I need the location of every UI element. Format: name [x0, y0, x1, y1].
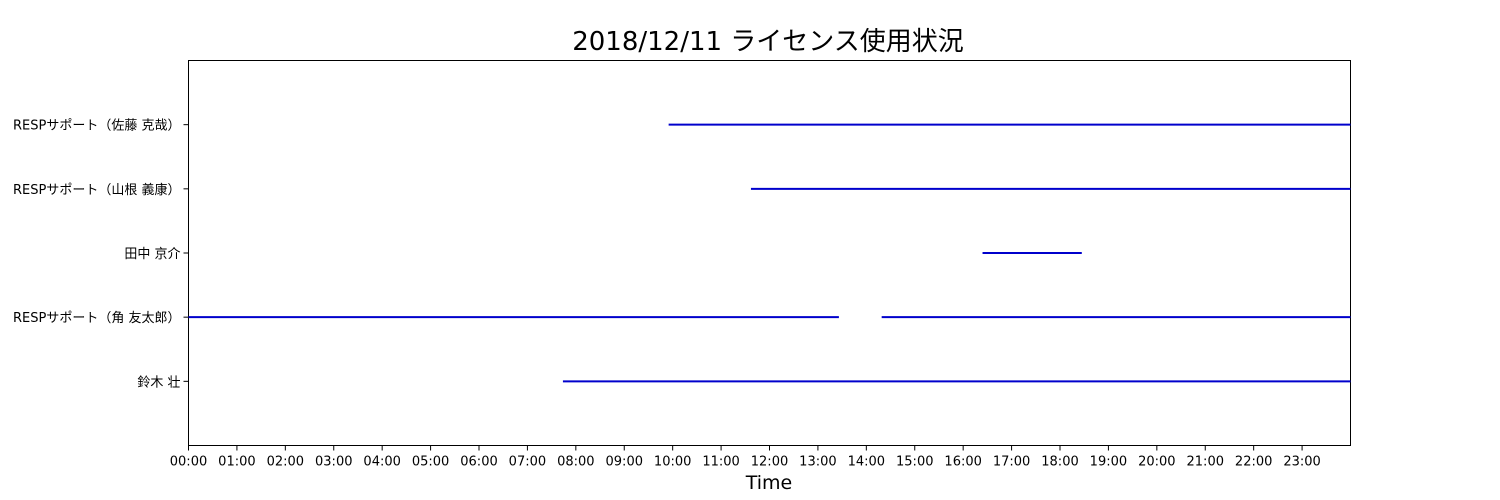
x-tick-label: 09:00 — [606, 455, 643, 470]
x-tick-label: 03:00 — [315, 455, 352, 470]
x-tick-label: 10:00 — [654, 455, 691, 470]
x-tick-label: 20:00 — [1138, 455, 1175, 470]
x-tick-label: 22:00 — [1235, 455, 1272, 470]
x-tick-label: 19:00 — [1090, 455, 1127, 470]
x-tick-label: 12:00 — [751, 455, 788, 470]
y-axis: RESPサポート（佐藤 克哉） RESPサポート（山根 義康） 田中 京介 RESPサ… — [13, 119, 189, 390]
y-tick-label: RESPサポート（角 友太郎） — [13, 310, 180, 326]
x-tick-label: 01:00 — [218, 455, 255, 470]
x-tick-label: 11:00 — [702, 455, 739, 470]
x-tick-label: 08:00 — [557, 455, 594, 470]
x-tick-label: 14:00 — [848, 455, 885, 470]
x-axis: 00:00 01:00 02:00 03:00 04:00 05:00 06:00 07:00… — [170, 445, 1321, 470]
x-tick-label: 21:00 — [1187, 455, 1224, 470]
x-tick-label: 15:00 — [896, 455, 933, 470]
x-tick-label: 02:00 — [267, 455, 304, 470]
x-axis-label: Time — [745, 472, 793, 494]
y-tick-label: 田中 京介 — [124, 247, 180, 262]
x-tick-label: 17:00 — [993, 455, 1030, 470]
x-tick-label: 18:00 — [1041, 455, 1078, 470]
y-tick-label: RESPサポート（佐藤 克哉） — [13, 119, 180, 134]
y-tick-label: RESPサポート（山根 義康） — [13, 182, 180, 198]
x-tick-label: 05:00 — [412, 455, 449, 470]
chart-marks — [188, 123, 1351, 383]
x-tick-label: 23:00 — [1283, 455, 1320, 470]
x-tick-label: 07:00 — [509, 455, 546, 470]
x-tick-label: 06:00 — [460, 455, 497, 470]
x-tick-label: 04:00 — [363, 455, 400, 470]
x-tick-label: 00:00 — [170, 455, 207, 470]
plot-area-frame — [188, 60, 1351, 446]
chart-title: 2018/12/11 ライセンス使用状況 — [572, 27, 964, 57]
y-tick-label: 鈴木 壮 — [137, 375, 180, 390]
x-tick-label: 13:00 — [799, 455, 836, 470]
x-tick-label: 16:00 — [944, 455, 981, 470]
